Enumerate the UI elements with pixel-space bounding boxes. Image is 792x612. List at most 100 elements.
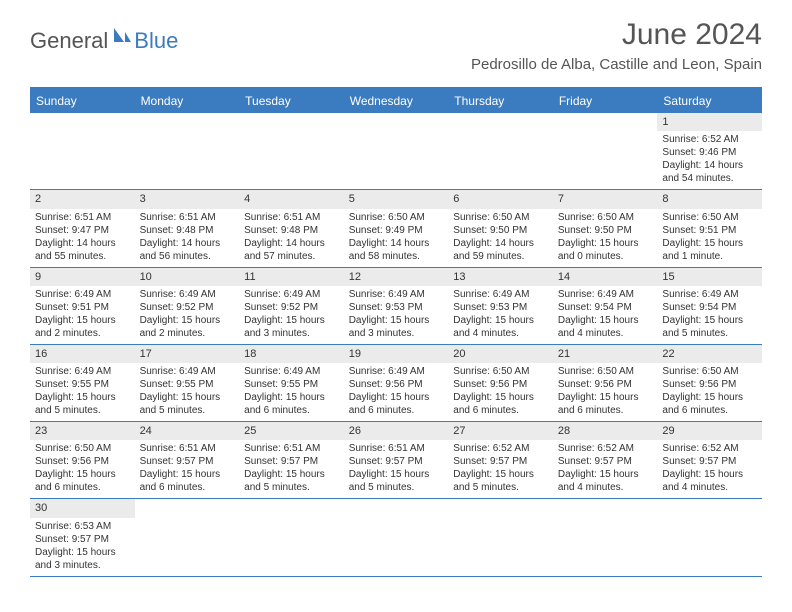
day-content: Sunrise: 6:50 AMSunset: 9:51 PMDaylight:… bbox=[657, 209, 762, 267]
day-content: Sunrise: 6:50 AMSunset: 9:56 PMDaylight:… bbox=[657, 363, 762, 421]
day-cell: 17Sunrise: 6:49 AMSunset: 9:55 PMDayligh… bbox=[135, 345, 240, 421]
day-cell: 3Sunrise: 6:51 AMSunset: 9:48 PMDaylight… bbox=[135, 190, 240, 266]
daylight-line: Daylight: 15 hours and 6 minutes. bbox=[662, 391, 757, 417]
empty-cell bbox=[448, 113, 553, 189]
daylight-line: Daylight: 14 hours and 58 minutes. bbox=[349, 237, 444, 263]
day-content: Sunrise: 6:49 AMSunset: 9:53 PMDaylight:… bbox=[344, 286, 449, 344]
day-content: Sunrise: 6:49 AMSunset: 9:51 PMDaylight:… bbox=[30, 286, 135, 344]
day-cell: 21Sunrise: 6:50 AMSunset: 9:56 PMDayligh… bbox=[553, 345, 658, 421]
day-cell: 30Sunrise: 6:53 AMSunset: 9:57 PMDayligh… bbox=[30, 499, 135, 575]
empty-cell bbox=[344, 113, 449, 189]
day-cell: 16Sunrise: 6:49 AMSunset: 9:55 PMDayligh… bbox=[30, 345, 135, 421]
day-cell: 15Sunrise: 6:49 AMSunset: 9:54 PMDayligh… bbox=[657, 268, 762, 344]
sunrise-line: Sunrise: 6:49 AM bbox=[244, 365, 339, 378]
day-cell: 27Sunrise: 6:52 AMSunset: 9:57 PMDayligh… bbox=[448, 422, 553, 498]
day-content: Sunrise: 6:49 AMSunset: 9:52 PMDaylight:… bbox=[239, 286, 344, 344]
sunrise-line: Sunrise: 6:51 AM bbox=[244, 211, 339, 224]
sunrise-line: Sunrise: 6:50 AM bbox=[558, 211, 653, 224]
sunrise-line: Sunrise: 6:49 AM bbox=[662, 288, 757, 301]
sunset-line: Sunset: 9:52 PM bbox=[140, 301, 235, 314]
day-number: 10 bbox=[135, 268, 240, 286]
day-number: 18 bbox=[239, 345, 344, 363]
daylight-line: Daylight: 14 hours and 55 minutes. bbox=[35, 237, 130, 263]
sunset-line: Sunset: 9:48 PM bbox=[140, 224, 235, 237]
sunset-line: Sunset: 9:56 PM bbox=[35, 455, 130, 468]
week-row: 16Sunrise: 6:49 AMSunset: 9:55 PMDayligh… bbox=[30, 345, 762, 422]
day-number: 4 bbox=[239, 190, 344, 208]
sunrise-line: Sunrise: 6:53 AM bbox=[35, 520, 130, 533]
day-number: 13 bbox=[448, 268, 553, 286]
day-content: Sunrise: 6:49 AMSunset: 9:55 PMDaylight:… bbox=[30, 363, 135, 421]
sunrise-line: Sunrise: 6:49 AM bbox=[35, 365, 130, 378]
sunrise-line: Sunrise: 6:50 AM bbox=[662, 365, 757, 378]
day-cell: 6Sunrise: 6:50 AMSunset: 9:50 PMDaylight… bbox=[448, 190, 553, 266]
day-content: Sunrise: 6:50 AMSunset: 9:56 PMDaylight:… bbox=[30, 440, 135, 498]
daylight-line: Daylight: 15 hours and 1 minute. bbox=[662, 237, 757, 263]
daylight-line: Daylight: 15 hours and 6 minutes. bbox=[140, 468, 235, 494]
day-cell: 24Sunrise: 6:51 AMSunset: 9:57 PMDayligh… bbox=[135, 422, 240, 498]
week-row: 9Sunrise: 6:49 AMSunset: 9:51 PMDaylight… bbox=[30, 268, 762, 345]
day-cell: 1Sunrise: 6:52 AMSunset: 9:46 PMDaylight… bbox=[657, 113, 762, 189]
sunrise-line: Sunrise: 6:51 AM bbox=[349, 442, 444, 455]
daylight-line: Daylight: 15 hours and 6 minutes. bbox=[349, 391, 444, 417]
month-title: June 2024 bbox=[471, 18, 762, 52]
daylight-line: Daylight: 15 hours and 6 minutes. bbox=[35, 468, 130, 494]
calendar-grid: SundayMondayTuesdayWednesdayThursdayFrid… bbox=[30, 87, 762, 577]
day-number: 25 bbox=[239, 422, 344, 440]
day-content: Sunrise: 6:50 AMSunset: 9:50 PMDaylight:… bbox=[448, 209, 553, 267]
day-number: 20 bbox=[448, 345, 553, 363]
weekday-header-cell: Tuesday bbox=[239, 89, 344, 113]
week-row: 1Sunrise: 6:52 AMSunset: 9:46 PMDaylight… bbox=[30, 113, 762, 190]
sunset-line: Sunset: 9:57 PM bbox=[35, 533, 130, 546]
daylight-line: Daylight: 15 hours and 5 minutes. bbox=[244, 468, 339, 494]
sunset-line: Sunset: 9:54 PM bbox=[662, 301, 757, 314]
sunset-line: Sunset: 9:56 PM bbox=[453, 378, 548, 391]
day-number: 21 bbox=[553, 345, 658, 363]
day-number: 28 bbox=[553, 422, 658, 440]
weekday-header-cell: Friday bbox=[553, 89, 658, 113]
empty-cell bbox=[553, 113, 658, 189]
day-cell: 28Sunrise: 6:52 AMSunset: 9:57 PMDayligh… bbox=[553, 422, 658, 498]
sunrise-line: Sunrise: 6:52 AM bbox=[558, 442, 653, 455]
day-cell: 5Sunrise: 6:50 AMSunset: 9:49 PMDaylight… bbox=[344, 190, 449, 266]
day-cell: 13Sunrise: 6:49 AMSunset: 9:53 PMDayligh… bbox=[448, 268, 553, 344]
daylight-line: Daylight: 15 hours and 4 minutes. bbox=[558, 314, 653, 340]
weekday-header-row: SundayMondayTuesdayWednesdayThursdayFrid… bbox=[30, 89, 762, 113]
sunset-line: Sunset: 9:53 PM bbox=[349, 301, 444, 314]
day-cell: 26 Sunrise: 6:51 AMSunset: 9:57 PMDayligh… bbox=[344, 422, 449, 498]
day-cell: 8Sunrise: 6:50 AMSunset: 9:51 PMDaylight… bbox=[657, 190, 762, 266]
logo: General Blue bbox=[30, 26, 178, 55]
day-cell: 11Sunrise: 6:49 AMSunset: 9:52 PMDayligh… bbox=[239, 268, 344, 344]
day-number: 5 bbox=[344, 190, 449, 208]
sunset-line: Sunset: 9:57 PM bbox=[349, 455, 444, 468]
empty-cell bbox=[30, 113, 135, 189]
sunset-line: Sunset: 9:57 PM bbox=[244, 455, 339, 468]
sunrise-line: Sunrise: 6:49 AM bbox=[140, 365, 235, 378]
sunset-line: Sunset: 9:47 PM bbox=[35, 224, 130, 237]
day-content: Sunrise: 6:49 AMSunset: 9:54 PMDaylight:… bbox=[657, 286, 762, 344]
daylight-line: Daylight: 15 hours and 3 minutes. bbox=[35, 546, 130, 572]
day-number: 15 bbox=[657, 268, 762, 286]
day-content: Sunrise: 6:51 AMSunset: 9:57 PMDaylight:… bbox=[239, 440, 344, 498]
weekday-header-cell: Saturday bbox=[657, 89, 762, 113]
weekday-header-cell: Sunday bbox=[30, 89, 135, 113]
sunset-line: Sunset: 9:56 PM bbox=[349, 378, 444, 391]
day-number: 22 bbox=[657, 345, 762, 363]
day-content: Sunrise: 6:49 AMSunset: 9:55 PMDaylight:… bbox=[239, 363, 344, 421]
sunset-line: Sunset: 9:55 PM bbox=[244, 378, 339, 391]
daylight-line: Daylight: 14 hours and 56 minutes. bbox=[140, 237, 235, 263]
daylight-line: Daylight: 15 hours and 6 minutes. bbox=[558, 391, 653, 417]
sunset-line: Sunset: 9:57 PM bbox=[140, 455, 235, 468]
day-cell: 23Sunrise: 6:50 AMSunset: 9:56 PMDayligh… bbox=[30, 422, 135, 498]
sunrise-line: Sunrise: 6:51 AM bbox=[244, 442, 339, 455]
day-cell: 7Sunrise: 6:50 AMSunset: 9:50 PMDaylight… bbox=[553, 190, 658, 266]
day-number: 14 bbox=[553, 268, 658, 286]
empty-cell bbox=[657, 499, 762, 575]
day-number: 2 bbox=[30, 190, 135, 208]
daylight-line: Daylight: 15 hours and 5 minutes. bbox=[349, 468, 444, 494]
day-number: 26 bbox=[344, 422, 449, 440]
weekday-header-cell: Thursday bbox=[448, 89, 553, 113]
day-number: 27 bbox=[448, 422, 553, 440]
daylight-line: Daylight: 15 hours and 5 minutes. bbox=[140, 391, 235, 417]
daylight-line: Daylight: 15 hours and 0 minutes. bbox=[558, 237, 653, 263]
